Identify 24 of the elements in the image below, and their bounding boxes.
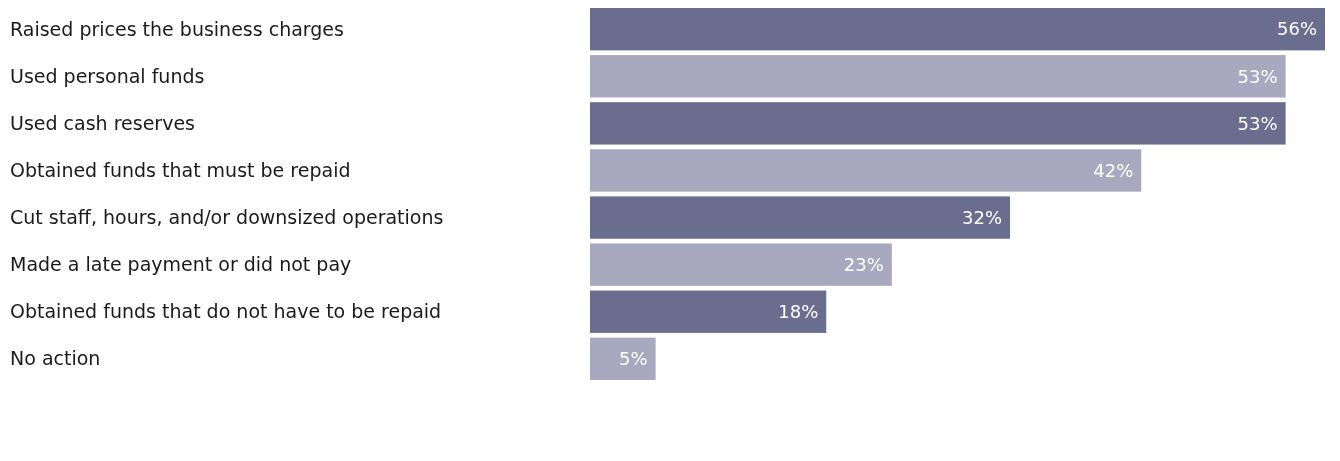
y-tick-label: Obtained funds that must be repaid — [10, 159, 351, 182]
bar — [590, 196, 1010, 239]
y-tick-label: No action — [10, 347, 101, 370]
bar — [590, 290, 827, 333]
y-tick-label: Raised prices the business charges — [10, 17, 344, 40]
bar — [590, 149, 1142, 192]
bar — [590, 337, 656, 380]
y-tick-label: Made a late payment or did not pay — [10, 253, 352, 276]
data-label: 5% — [619, 348, 648, 370]
bar — [590, 55, 1286, 98]
bar — [590, 8, 1325, 51]
data-label: 23% — [843, 253, 884, 275]
bar — [590, 243, 892, 286]
bar — [590, 102, 1286, 145]
data-label: 32% — [961, 206, 1002, 228]
y-tick-label: Used personal funds — [10, 64, 205, 87]
y-tick-label: Cut staff, hours, and/or downsized operations — [10, 206, 444, 229]
data-label: 53% — [1237, 65, 1278, 87]
data-label: 18% — [778, 301, 819, 323]
data-label: 53% — [1237, 112, 1278, 134]
y-tick-label: Used cash reserves — [10, 112, 195, 135]
y-tick-label: Obtained funds that do not have to be repaid — [10, 300, 442, 323]
data-label: 42% — [1093, 159, 1134, 181]
data-label: 56% — [1276, 18, 1317, 40]
